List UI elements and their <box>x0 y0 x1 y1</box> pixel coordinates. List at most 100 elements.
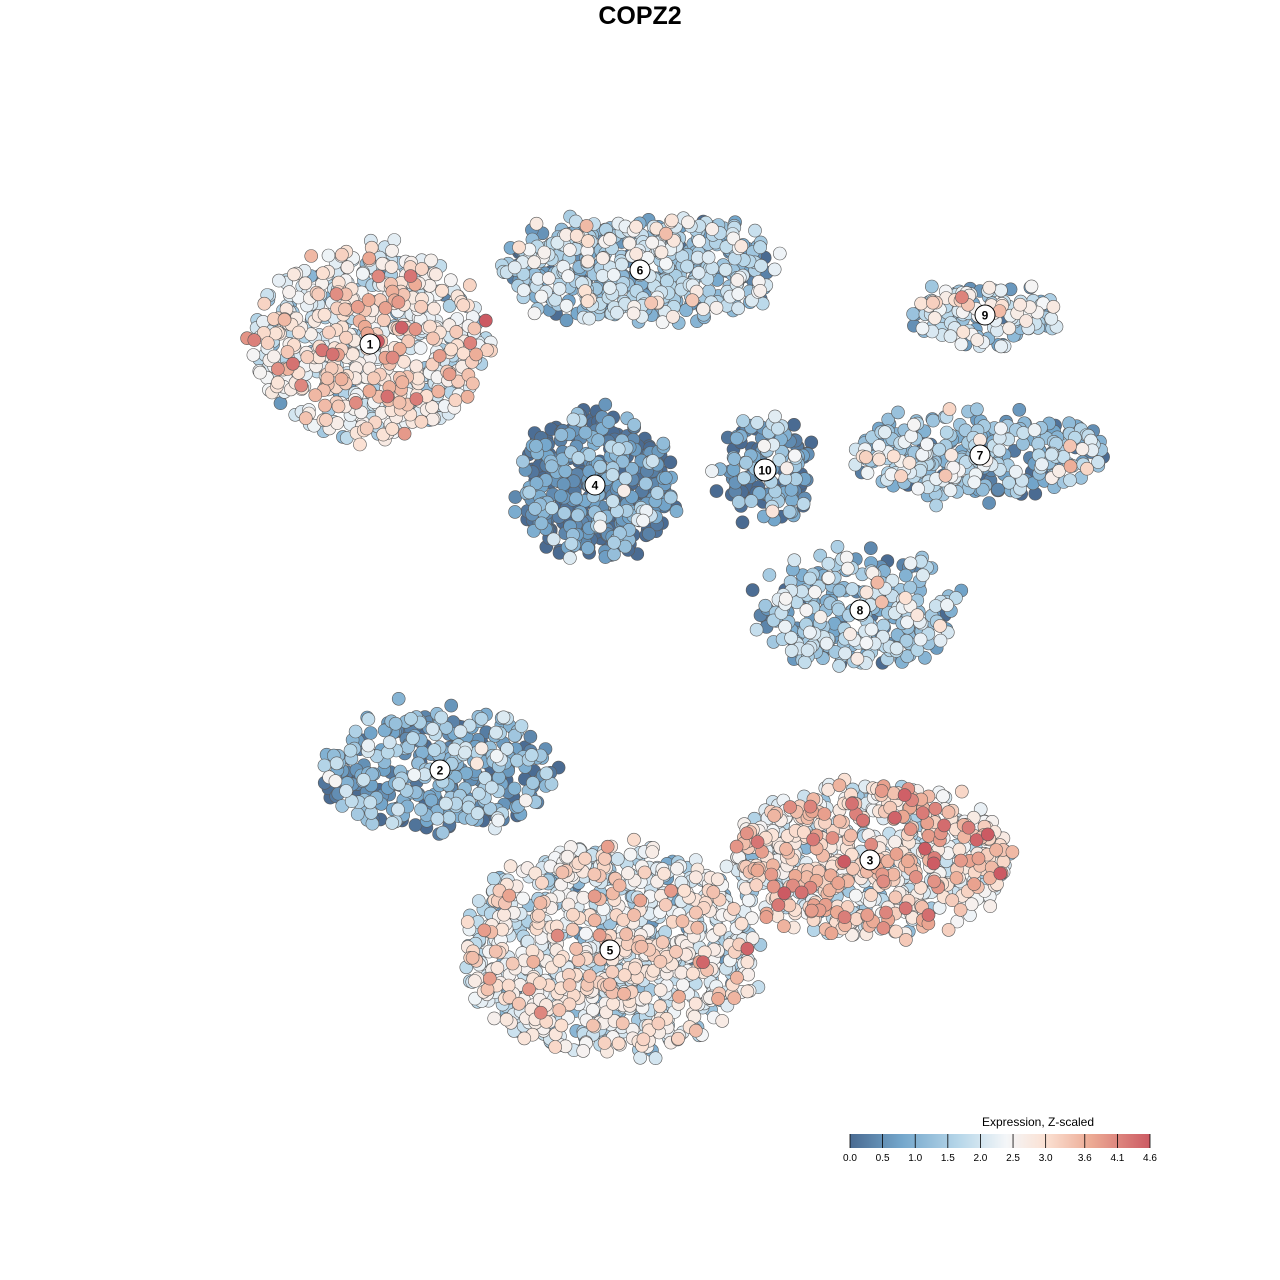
cell-point <box>734 916 749 931</box>
cell-point <box>967 877 981 891</box>
cell-point <box>642 526 656 541</box>
cell-point <box>991 482 1005 497</box>
cell-point <box>298 411 313 426</box>
cell-point <box>523 729 538 744</box>
cell-point <box>878 425 892 440</box>
legend-tick-label: 2.5 <box>1006 1153 1020 1164</box>
legend-tick-label: 4.1 <box>1110 1153 1124 1164</box>
cell-point <box>611 1036 626 1051</box>
cell-point <box>731 301 746 316</box>
cluster-label-8: 8 <box>849 599 871 621</box>
cell-point <box>260 336 275 350</box>
cell-point <box>605 965 620 979</box>
cell-point <box>460 389 475 404</box>
cell-point <box>486 871 501 886</box>
cell-point <box>359 421 374 436</box>
cell-point <box>553 489 568 503</box>
cell-point <box>636 1032 651 1047</box>
cell-point <box>843 828 858 843</box>
cell-point <box>287 267 301 282</box>
cell-point <box>338 302 352 317</box>
cell-point <box>434 710 449 725</box>
cell-point <box>653 954 668 969</box>
cell-point <box>956 325 971 339</box>
cell-point <box>915 806 930 820</box>
cell-point <box>435 825 450 840</box>
cell-point <box>512 996 526 1011</box>
cell-point <box>603 232 617 246</box>
cell-point <box>271 375 285 390</box>
cell-point <box>554 1018 569 1033</box>
cluster-label-7: 7 <box>969 444 991 466</box>
cell-point <box>316 266 330 281</box>
cell-point <box>675 914 690 929</box>
cell-point <box>970 402 984 417</box>
cluster-label-3: 3 <box>859 849 881 871</box>
cell-point <box>787 553 802 568</box>
cell-point <box>578 425 593 440</box>
cell-point <box>749 878 764 893</box>
cluster-label-text: 3 <box>867 854 874 868</box>
cell-point <box>696 302 711 316</box>
cell-point <box>633 893 648 908</box>
cell-point <box>444 342 459 357</box>
cell-point <box>1002 321 1017 336</box>
cell-point <box>768 409 782 424</box>
cell-point <box>267 349 281 364</box>
cell-point <box>340 260 355 275</box>
cell-point <box>562 978 577 992</box>
cell-point <box>744 494 759 508</box>
cell-point <box>595 251 610 266</box>
cell-point <box>555 865 570 880</box>
cell-point <box>566 412 581 427</box>
cell-point <box>898 591 913 605</box>
cell-point <box>657 866 671 881</box>
cell-point <box>1063 459 1078 474</box>
cluster-label-text: 8 <box>857 604 864 618</box>
cell-point <box>601 415 616 429</box>
cell-point <box>874 595 889 609</box>
cell-point <box>921 829 936 843</box>
cell-point <box>787 417 801 432</box>
cell-point <box>903 822 918 837</box>
cell-point <box>891 405 905 420</box>
cell-point <box>664 883 678 898</box>
cell-point <box>929 498 944 513</box>
cell-point <box>427 301 441 316</box>
cell-point <box>535 875 549 890</box>
cell-point <box>559 298 574 313</box>
cell-point <box>938 468 953 483</box>
cell-point <box>797 655 812 670</box>
cell-point <box>933 633 948 648</box>
cell-point <box>522 485 537 500</box>
legend-tick-label: 0.0 <box>843 1153 857 1164</box>
cell-point <box>970 333 985 347</box>
cell-point <box>645 235 660 250</box>
cell-point <box>566 907 580 922</box>
cell-point <box>602 281 617 295</box>
cell-point <box>546 532 561 547</box>
cell-point <box>329 287 344 301</box>
cell-point <box>617 968 632 983</box>
cell-point <box>654 245 669 260</box>
cell-point <box>353 437 367 452</box>
scatter-points <box>240 209 1110 1065</box>
cell-point <box>900 854 915 869</box>
cell-point <box>777 886 792 901</box>
cell-point <box>876 921 891 935</box>
cell-point <box>458 745 472 760</box>
cell-point <box>407 768 422 782</box>
cell-point <box>465 950 480 965</box>
cell-point <box>1091 455 1105 469</box>
cell-point <box>537 245 552 260</box>
cell-point <box>413 341 428 355</box>
cell-point <box>902 455 917 470</box>
cell-point <box>482 971 497 986</box>
legend-tick-label: 3.0 <box>1039 1153 1053 1164</box>
cell-point <box>497 907 511 922</box>
cluster-label-text: 6 <box>637 264 644 278</box>
cell-point <box>994 421 1008 436</box>
cell-point <box>939 425 954 440</box>
cell-point <box>449 325 464 339</box>
